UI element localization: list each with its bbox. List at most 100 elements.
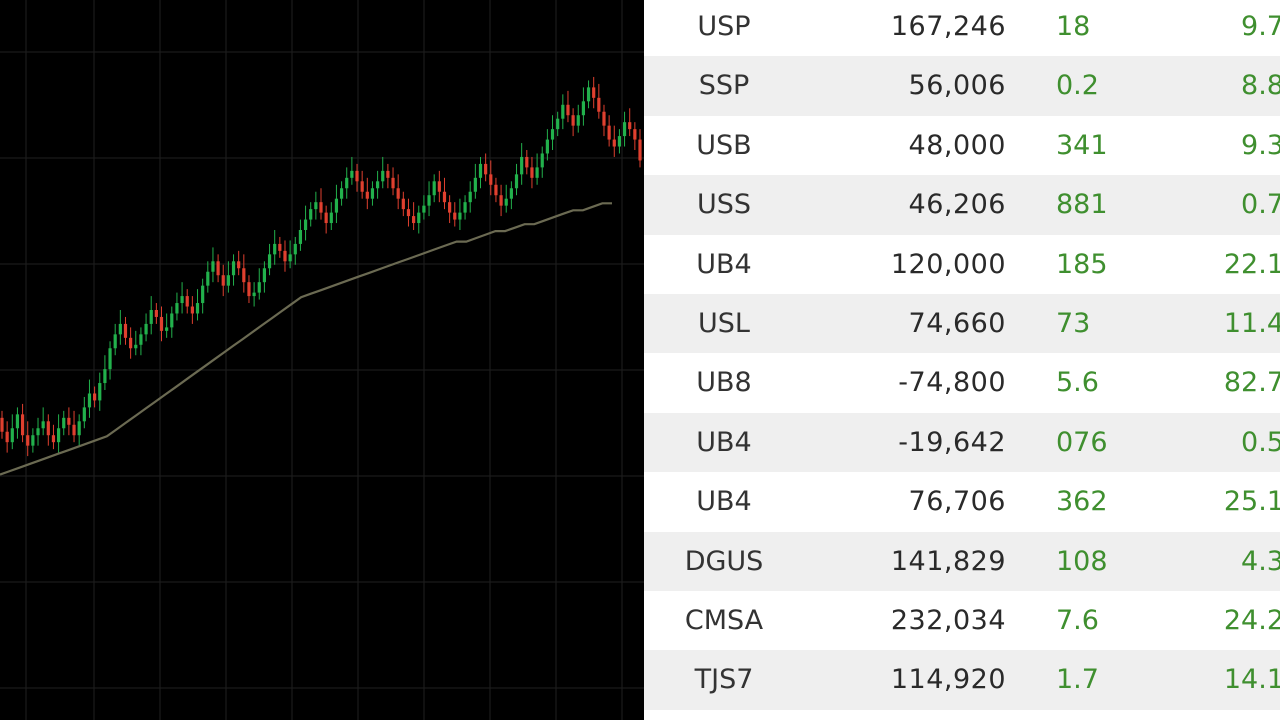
percent-cell: 9.3 — [1241, 129, 1280, 161]
change-cell: 18 — [1056, 11, 1091, 42]
candle-body — [514, 174, 519, 189]
change-cell: 7.6 — [1056, 605, 1099, 636]
symbol-cell: USB — [696, 129, 752, 161]
symbol-cell: UB4 — [696, 426, 752, 458]
candle-body — [612, 139, 616, 147]
candle-body — [339, 188, 344, 199]
candle-body — [273, 243, 277, 255]
value-cell: 167,246 — [890, 11, 1006, 42]
price-chart[interactable] — [0, 0, 644, 720]
percent-cell: 8.8 — [1241, 70, 1280, 102]
symbol-cell: CMSA — [684, 605, 764, 636]
candle-body — [247, 282, 251, 297]
candle-body — [283, 250, 287, 262]
candle-body — [468, 191, 472, 203]
change-cell: 185 — [1056, 248, 1108, 280]
candle-body — [375, 181, 380, 189]
candle-body — [98, 383, 102, 401]
symbol-cell: USP — [697, 11, 751, 42]
candle-body — [561, 104, 565, 119]
value-cell: 56,006 — [908, 70, 1006, 102]
change-cell: 73 — [1056, 308, 1091, 339]
candle-body — [170, 313, 174, 328]
candle-body — [41, 421, 45, 429]
table-row[interactable]: UB4 76,706 362 25.1 — [644, 472, 1280, 532]
candle-body — [242, 268, 246, 283]
candle-body — [93, 393, 97, 401]
candle-body — [185, 296, 189, 307]
symbol-cell: SSP — [698, 70, 750, 102]
symbol-cell: UB4 — [696, 248, 752, 280]
candle-body — [20, 414, 25, 436]
candle-body — [556, 118, 560, 130]
candle-body — [77, 421, 81, 436]
candle-body — [633, 129, 637, 140]
percent-cell: 0.5 — [1241, 426, 1280, 458]
candle-body — [309, 209, 313, 220]
candle-body — [67, 417, 71, 425]
candle-body — [401, 198, 405, 210]
table-row[interactable]: USL 74,660 73 11.4 — [644, 294, 1280, 354]
candle-body — [149, 310, 153, 324]
candle-body — [252, 292, 256, 297]
table-row[interactable]: USP 167,246 18 9.7 — [644, 0, 1280, 57]
candle-body — [144, 323, 148, 335]
candle-body — [412, 216, 416, 224]
table-row[interactable]: SSP 56,006 0.2 8.8 — [644, 56, 1280, 116]
table-row[interactable]: CMSA 232,034 7.6 24.2 — [644, 591, 1280, 651]
candle-body — [381, 170, 385, 182]
value-cell: 114,920 — [890, 664, 1006, 696]
table-row[interactable]: TJS7 114,920 1.7 14.1 — [644, 650, 1280, 710]
candlestick-chart[interactable] — [0, 0, 644, 720]
candle-body — [221, 275, 225, 286]
candle-body — [365, 191, 369, 199]
candle-body — [545, 139, 549, 154]
candle-body — [370, 188, 375, 199]
candle-body — [406, 209, 411, 217]
candle-body — [298, 230, 303, 244]
value-cell: 74,660 — [908, 308, 1006, 339]
candle-body — [51, 435, 56, 443]
change-cell: 0.2 — [1056, 70, 1099, 102]
candle-body — [334, 198, 339, 213]
candle-body — [581, 101, 586, 116]
candle-body — [592, 87, 596, 98]
candle-body — [231, 261, 236, 276]
value-cell: 76,706 — [908, 486, 1006, 518]
percent-cell: 82.7 — [1223, 367, 1280, 399]
table-row[interactable]: UB8 -74,800 5.6 82.7 — [644, 353, 1280, 413]
candle-body — [571, 115, 575, 126]
change-cell: 108 — [1056, 545, 1108, 577]
quotes-table: USP 167,246 18 9.7 SSP 56,006 0.2 8.8 USB 48,000 3… — [644, 0, 1280, 720]
candle-body — [422, 205, 426, 213]
candle-body — [201, 285, 205, 304]
candle-body — [478, 163, 483, 178]
value-cell: 141,829 — [890, 545, 1006, 577]
candle-body — [432, 181, 436, 196]
candle-body — [535, 167, 539, 178]
table-row[interactable]: UB4 -19,642 076 0.5 — [644, 412, 1280, 473]
candle-body — [458, 212, 462, 220]
candle-body — [628, 122, 632, 130]
table-row[interactable]: USS 46,206 881 0.7 — [644, 175, 1280, 235]
symbol-cell: UB4 — [696, 486, 752, 518]
change-cell: 881 — [1056, 189, 1108, 221]
change-cell: 5.6 — [1056, 367, 1099, 399]
value-cell: 46,206 — [908, 189, 1006, 221]
candle-body — [72, 424, 76, 436]
candle-body — [211, 261, 215, 272]
candle-body — [442, 191, 447, 203]
candle-body — [10, 428, 14, 443]
candle-body — [180, 296, 184, 304]
table-row[interactable]: USB 48,000 341 9.3 — [644, 115, 1280, 176]
candle-body — [586, 87, 591, 102]
candle-body — [350, 170, 354, 178]
table-row[interactable]: DGUS 141,829 108 4.3 — [644, 531, 1280, 591]
candle-body — [499, 195, 503, 206]
candle-body — [602, 111, 606, 126]
candle-body — [216, 261, 220, 276]
candle-body — [622, 122, 627, 137]
table-row[interactable]: UB4 120,000 185 22.1 — [644, 234, 1280, 294]
change-cell: 076 — [1056, 426, 1108, 458]
candle-body — [165, 327, 169, 331]
